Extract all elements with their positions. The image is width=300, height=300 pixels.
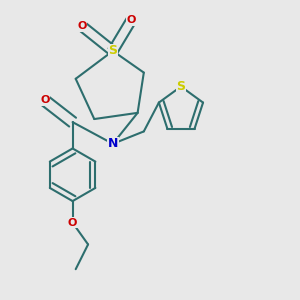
Text: O: O — [40, 95, 50, 106]
Text: N: N — [108, 137, 118, 150]
Text: O: O — [77, 21, 87, 31]
Text: S: S — [176, 80, 185, 93]
Text: S: S — [108, 44, 117, 57]
Text: O: O — [127, 15, 136, 25]
Text: O: O — [68, 218, 77, 228]
